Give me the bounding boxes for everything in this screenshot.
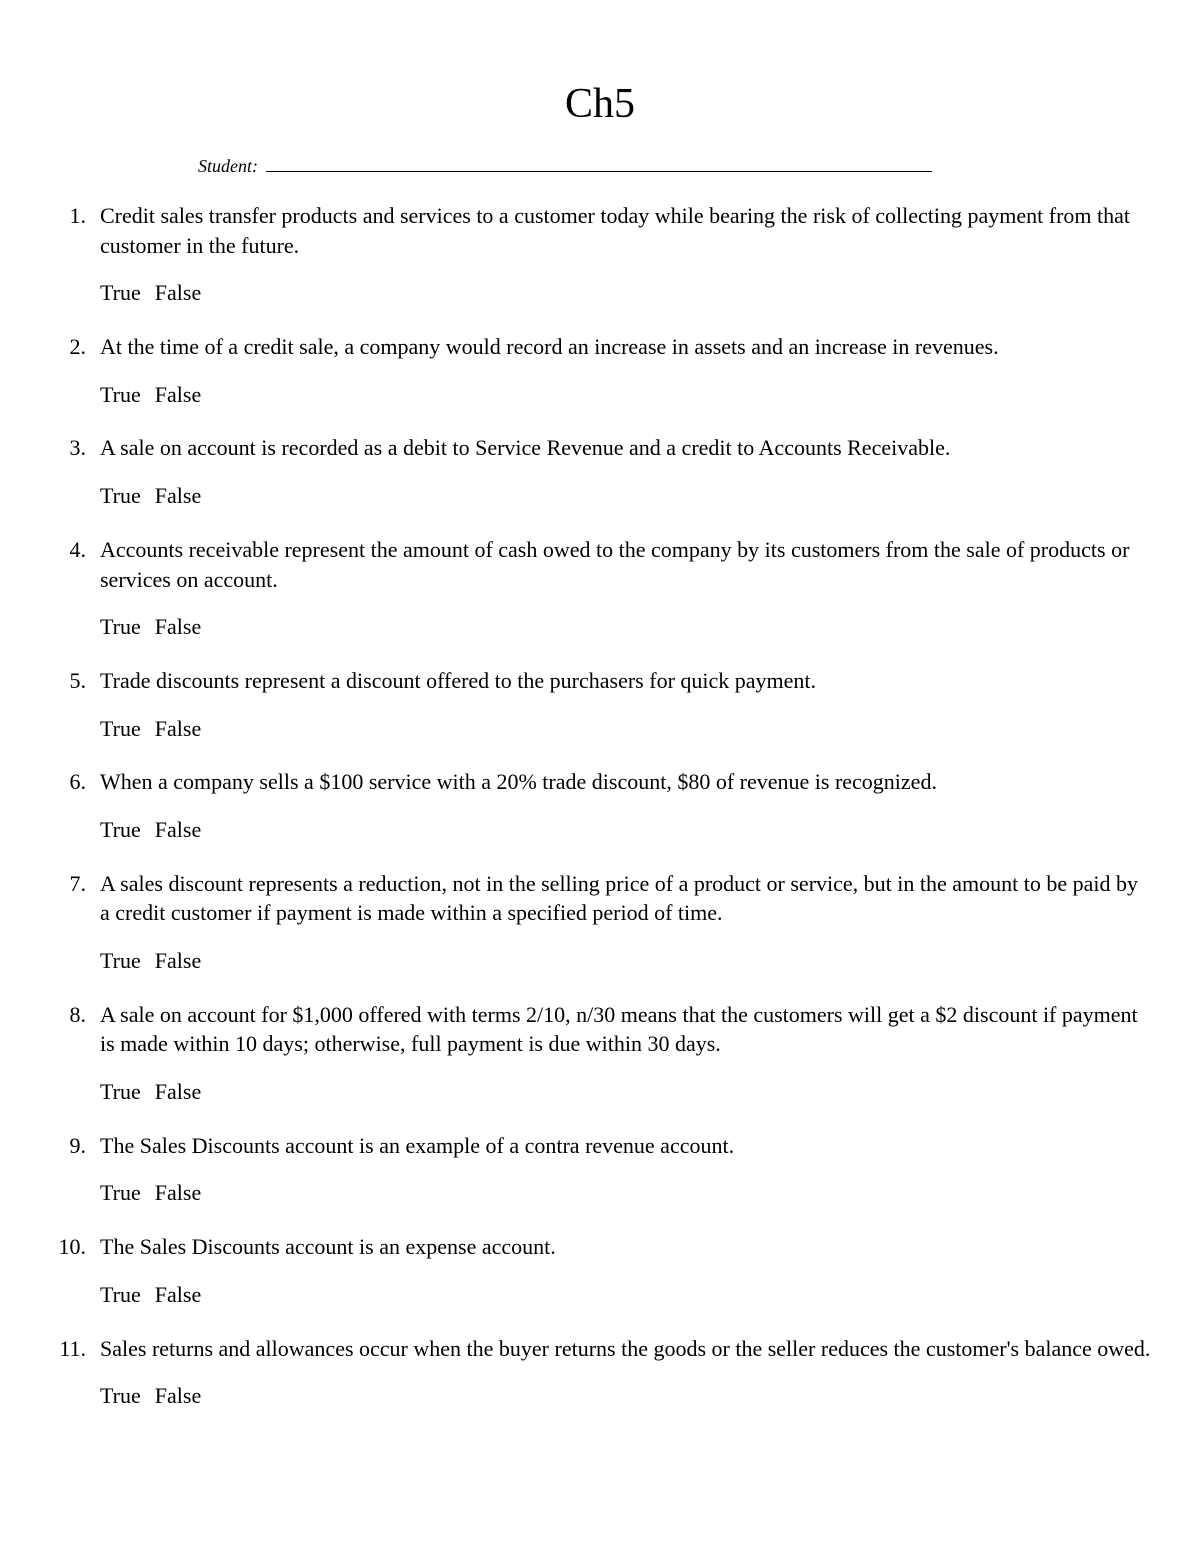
question-body: A sales discount represents a reduction,… (100, 869, 1152, 984)
true-false-options: True False (100, 481, 1152, 511)
true-false-options: True False (100, 946, 1152, 976)
question-item: 6.When a company sells a $100 service wi… (48, 767, 1152, 852)
question-text: Trade discounts represent a discount off… (100, 666, 1152, 696)
true-option[interactable]: True (100, 716, 141, 741)
false-option[interactable]: False (155, 817, 201, 842)
question-number: 10. (48, 1232, 100, 1317)
true-false-options: True False (100, 1077, 1152, 1107)
question-item: 9.The Sales Discounts account is an exam… (48, 1131, 1152, 1216)
true-option[interactable]: True (100, 948, 141, 973)
question-number: 3. (48, 433, 100, 518)
question-text: A sales discount represents a reduction,… (100, 869, 1152, 928)
question-number: 11. (48, 1334, 100, 1419)
question-number: 5. (48, 666, 100, 751)
question-body: The Sales Discounts account is an expens… (100, 1232, 1152, 1317)
question-body: At the time of a credit sale, a company … (100, 332, 1152, 417)
true-false-options: True False (100, 612, 1152, 642)
true-option[interactable]: True (100, 817, 141, 842)
question-text: The Sales Discounts account is an expens… (100, 1232, 1152, 1262)
true-false-options: True False (100, 1178, 1152, 1208)
false-option[interactable]: False (155, 382, 201, 407)
question-body: Sales returns and allowances occur when … (100, 1334, 1152, 1419)
student-label: Student: (198, 156, 258, 177)
question-text: When a company sells a $100 service with… (100, 767, 1152, 797)
true-option[interactable]: True (100, 1079, 141, 1104)
false-option[interactable]: False (155, 1180, 201, 1205)
true-option[interactable]: True (100, 280, 141, 305)
question-text: The Sales Discounts account is an exampl… (100, 1131, 1152, 1161)
question-text: Sales returns and allowances occur when … (100, 1334, 1152, 1364)
true-false-options: True False (100, 380, 1152, 410)
question-number: 9. (48, 1131, 100, 1216)
true-option[interactable]: True (100, 614, 141, 639)
question-body: When a company sells a $100 service with… (100, 767, 1152, 852)
true-false-options: True False (100, 1280, 1152, 1310)
question-item: 10.The Sales Discounts account is an exp… (48, 1232, 1152, 1317)
question-item: 1.Credit sales transfer products and ser… (48, 201, 1152, 316)
question-body: A sale on account is recorded as a debit… (100, 433, 1152, 518)
question-number: 2. (48, 332, 100, 417)
question-item: 5.Trade discounts represent a discount o… (48, 666, 1152, 751)
false-option[interactable]: False (155, 716, 201, 741)
question-text: Credit sales transfer products and servi… (100, 201, 1152, 260)
false-option[interactable]: False (155, 1383, 201, 1408)
question-item: 8.A sale on account for $1,000 offered w… (48, 1000, 1152, 1115)
true-option[interactable]: True (100, 1282, 141, 1307)
false-option[interactable]: False (155, 1282, 201, 1307)
true-option[interactable]: True (100, 1180, 141, 1205)
question-item: 7.A sales discount represents a reductio… (48, 869, 1152, 984)
question-body: A sale on account for $1,000 offered wit… (100, 1000, 1152, 1115)
question-body: Trade discounts represent a discount off… (100, 666, 1152, 751)
true-option[interactable]: True (100, 382, 141, 407)
question-text: Accounts receivable represent the amount… (100, 535, 1152, 594)
true-false-options: True False (100, 815, 1152, 845)
question-number: 1. (48, 201, 100, 316)
question-number: 4. (48, 535, 100, 650)
false-option[interactable]: False (155, 948, 201, 973)
student-field: Student: (198, 156, 932, 177)
false-option[interactable]: False (155, 280, 201, 305)
question-item: 2.At the time of a credit sale, a compan… (48, 332, 1152, 417)
true-false-options: True False (100, 278, 1152, 308)
question-item: 3.A sale on account is recorded as a deb… (48, 433, 1152, 518)
question-number: 8. (48, 1000, 100, 1115)
question-body: Accounts receivable represent the amount… (100, 535, 1152, 650)
question-text: A sale on account for $1,000 offered wit… (100, 1000, 1152, 1059)
question-item: 4.Accounts receivable represent the amou… (48, 535, 1152, 650)
true-option[interactable]: True (100, 1383, 141, 1408)
question-text: At the time of a credit sale, a company … (100, 332, 1152, 362)
true-false-options: True False (100, 1381, 1152, 1411)
question-number: 6. (48, 767, 100, 852)
page-title: Ch5 (48, 80, 1152, 128)
questions-list: 1.Credit sales transfer products and ser… (48, 201, 1152, 1419)
true-option[interactable]: True (100, 483, 141, 508)
student-underline[interactable] (266, 171, 932, 172)
true-false-options: True False (100, 714, 1152, 744)
question-text: A sale on account is recorded as a debit… (100, 433, 1152, 463)
false-option[interactable]: False (155, 483, 201, 508)
false-option[interactable]: False (155, 614, 201, 639)
question-body: Credit sales transfer products and servi… (100, 201, 1152, 316)
false-option[interactable]: False (155, 1079, 201, 1104)
question-number: 7. (48, 869, 100, 984)
question-item: 11.Sales returns and allowances occur wh… (48, 1334, 1152, 1419)
question-body: The Sales Discounts account is an exampl… (100, 1131, 1152, 1216)
